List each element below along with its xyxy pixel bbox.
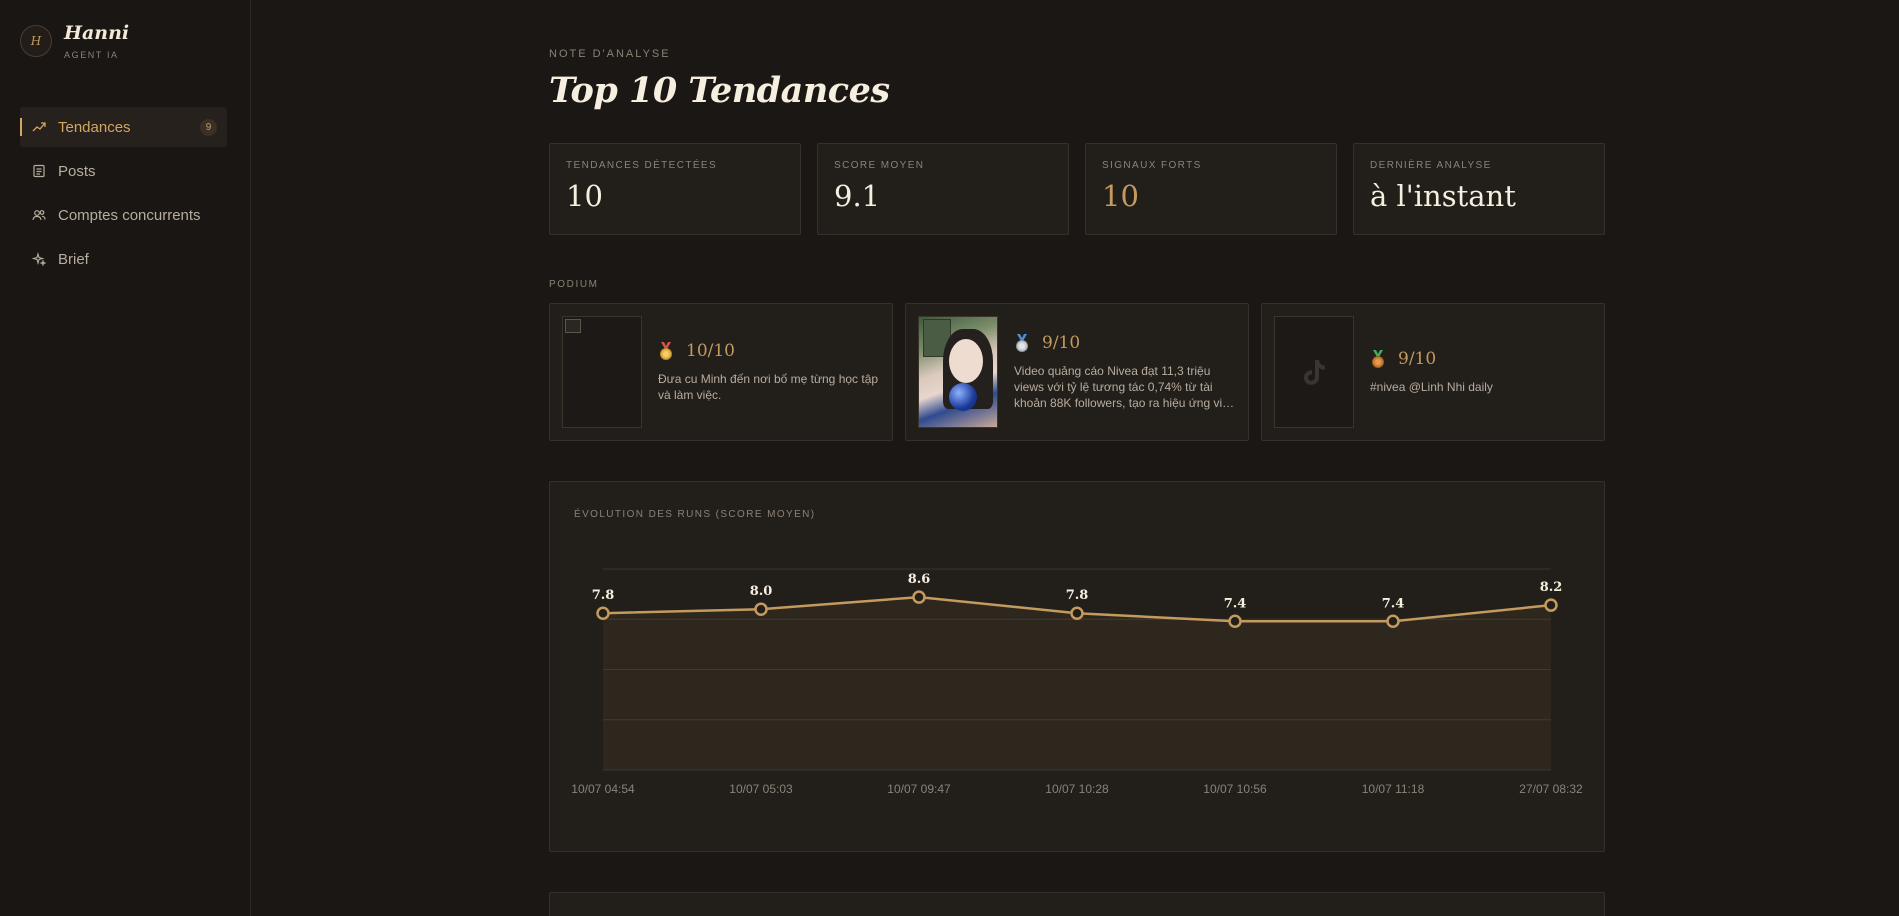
stat-card-tendances: TENDANCES DÉTECTÉES 10	[549, 143, 801, 235]
data-label: 7.4	[1224, 596, 1247, 611]
users-icon	[32, 208, 46, 222]
sidebar-item-label: Comptes concurrents	[58, 206, 201, 224]
sidebar: H Hanni AGENT IA Tendances 9 Posts Compt…	[0, 0, 251, 916]
stat-card-score: SCORE MOYEN 9.1	[817, 143, 1069, 235]
x-tick-label: 10/07 10:28	[1045, 782, 1109, 796]
thumbnail-product	[949, 383, 977, 411]
stat-value: 9.1	[834, 179, 881, 213]
data-label: 8.2	[1540, 580, 1563, 595]
post-description: #nivea @Linh Nhi daily	[1370, 380, 1493, 394]
sidebar-item-brief[interactable]: Brief	[20, 239, 227, 279]
next-section-card	[549, 892, 1605, 916]
chart-title: ÉVOLUTION DES RUNS (SCORE MOYEN)	[574, 509, 816, 520]
count-badge: 9	[200, 119, 217, 136]
sidebar-item-label: Posts	[58, 162, 96, 180]
sidebar-item-comptes-concurrents[interactable]: Comptes concurrents	[20, 195, 227, 235]
stat-value: 10	[566, 179, 603, 213]
stat-card-derniere-analyse: DERNIÈRE ANALYSE à l'instant	[1353, 143, 1605, 235]
brand-name: Hanni	[64, 22, 130, 44]
stat-label: SIGNAUX FORTS	[1102, 160, 1202, 171]
podium-card-1[interactable]: 10/10 Đưa cu Minh đến nơi bố mẹ từng học…	[549, 303, 893, 441]
sidebar-item-label: Tendances	[58, 118, 131, 136]
sidebar-item-label: Brief	[58, 250, 89, 268]
stat-value: à l'instant	[1370, 179, 1516, 213]
score-value: 10/10	[686, 341, 735, 361]
thumbnail-inset	[923, 319, 951, 357]
stat-card-signaux: SIGNAUX FORTS 10	[1085, 143, 1337, 235]
brand-subtitle: AGENT IA	[64, 50, 119, 60]
post-thumbnail[interactable]	[918, 316, 998, 428]
sparkles-icon	[32, 252, 46, 266]
x-tick-label: 27/07 08:32	[1519, 782, 1583, 796]
bronze-medal-icon	[1372, 350, 1384, 368]
page-eyebrow: NOTE D'ANALYSE	[549, 48, 671, 60]
podium-card-3[interactable]: 9/10 #nivea @Linh Nhi daily	[1261, 303, 1605, 441]
runs-line-chart: 7.8 10/07 04:54 8.0 10/07 05:03 8.6 10/07 09:…	[571, 568, 1583, 796]
data-point	[754, 602, 768, 616]
x-tick-label: 10/07 09:47	[887, 782, 951, 796]
data-label: 7.8	[592, 588, 615, 603]
data-point	[1070, 606, 1084, 620]
brand[interactable]: H Hanni AGENT IA	[20, 22, 129, 60]
score-value: 9/10	[1042, 333, 1081, 353]
page-title: Top 10 Tendances	[549, 70, 890, 111]
data-point	[1386, 614, 1400, 629]
x-tick-label: 10/07 10:56	[1203, 782, 1267, 796]
score-value: 9/10	[1398, 349, 1437, 369]
sidebar-nav: Tendances 9 Posts Comptes concurrents Br…	[20, 107, 227, 283]
document-icon	[32, 164, 46, 178]
x-tick-label: 10/07 11:18	[1362, 782, 1425, 796]
data-point	[1228, 614, 1242, 629]
stat-label: SCORE MOYEN	[834, 160, 925, 171]
runs-chart-card: ÉVOLUTION DES RUNS (SCORE MOYEN) 7.8 10/0…	[549, 481, 1605, 852]
stat-label: DERNIÈRE ANALYSE	[1370, 160, 1492, 171]
data-point	[596, 606, 610, 620]
data-label: 8.0	[750, 584, 773, 599]
data-label: 7.4	[1382, 596, 1405, 611]
broken-image-icon	[565, 319, 581, 333]
x-tick-label: 10/07 05:03	[729, 782, 793, 796]
data-label: 7.8	[1066, 588, 1089, 603]
sidebar-item-posts[interactable]: Posts	[20, 151, 227, 191]
podium-label: PODIUM	[549, 279, 599, 290]
podium: 10/10 Đưa cu Minh đến nơi bố mẹ từng học…	[549, 303, 1605, 441]
trending-up-icon	[32, 120, 46, 134]
x-tick-label: 10/07 04:54	[571, 782, 635, 796]
stats-row: TENDANCES DÉTECTÉES 10 SCORE MOYEN 9.1 S…	[549, 143, 1605, 235]
data-point	[912, 590, 926, 604]
post-description: Video quảng cáo Nivea đạt 11,3 triệu vie…	[1014, 364, 1236, 410]
series-area	[603, 597, 1551, 770]
brand-avatar: H	[20, 25, 52, 57]
sidebar-item-tendances[interactable]: Tendances 9	[20, 107, 227, 147]
data-label: 8.6	[908, 572, 931, 587]
post-thumbnail[interactable]	[562, 316, 642, 428]
tiktok-icon	[1304, 360, 1325, 385]
stat-label: TENDANCES DÉTECTÉES	[566, 160, 718, 171]
thumbnail-face	[949, 339, 983, 383]
post-thumbnail[interactable]	[1274, 316, 1354, 428]
stat-value: 10	[1102, 179, 1139, 213]
silver-medal-icon	[1016, 334, 1028, 352]
podium-card-2[interactable]: 9/10 Video quảng cáo Nivea đạt 11,3 triệ…	[905, 303, 1249, 441]
data-point	[1544, 598, 1558, 612]
gold-medal-icon	[660, 342, 672, 360]
post-description: Đưa cu Minh đến nơi bố mẹ từng học tập v…	[658, 372, 879, 402]
